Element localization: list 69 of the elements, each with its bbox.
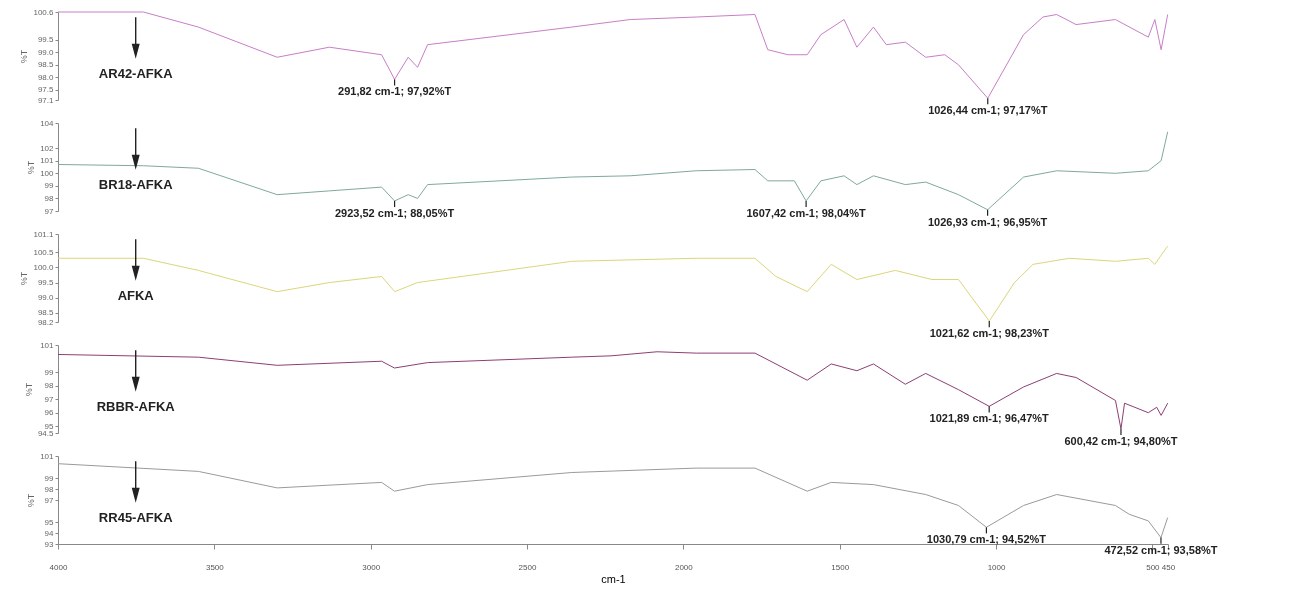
y-tick-label: 97	[44, 495, 55, 505]
annotation: 472,52 cm-1; 93,58%T	[1104, 543, 1218, 556]
y-tick-label: 100.0	[33, 262, 55, 272]
annotation: 1030,79 cm-1; 94,52%T	[926, 533, 1047, 546]
x-tick-label: 500	[1146, 562, 1161, 572]
y-tick-label: 101	[40, 156, 55, 166]
text: AFKA	[117, 287, 155, 303]
annotation: 600,42 cm-1; 94,80%T	[1064, 434, 1178, 447]
annotation: 1026,44 cm-1; 97,17%T	[928, 104, 1048, 117]
text: AR42-AFKA	[98, 65, 174, 81]
y-tick-label: 97.5	[37, 85, 55, 95]
x-axis-title: cm-1	[601, 572, 626, 585]
x-tick-label: 3000	[362, 562, 381, 572]
annotation: 1607,42 cm-1; 98,04%T	[746, 206, 866, 219]
y-tick-label: 99	[44, 367, 55, 377]
y-tick-label: 98	[44, 484, 55, 494]
y-axis-title: %T	[26, 493, 37, 508]
line-series	[57, 351, 1169, 430]
y-tick-label: 98.0	[37, 72, 55, 82]
y-tick-label: 102	[40, 143, 55, 153]
y-axis-title: %T	[19, 49, 30, 64]
y-tick-label: 104	[40, 118, 55, 128]
y-tick-label: 94.5	[37, 428, 55, 438]
y-tick-label: 97	[44, 206, 55, 216]
x-tick-label: 2500	[518, 562, 537, 572]
y-axis-title: %T	[19, 271, 30, 286]
annotation: 1021,62 cm-1; 98,23%T	[929, 327, 1050, 340]
y-tick-label: 97.1	[37, 95, 55, 105]
x-tick-label: 1500	[831, 562, 850, 572]
y-tick-label: 98	[44, 381, 55, 391]
line-series	[57, 11, 1169, 99]
x-tick-label: 4000	[49, 562, 68, 572]
line-series	[57, 245, 1169, 322]
annotation: 1026,93 cm-1; 96,95%T	[927, 215, 1048, 228]
y-tick-label: 99.0	[37, 47, 55, 57]
y-tick-label: 101	[40, 340, 55, 350]
x-tick-label: 1000	[987, 562, 1006, 572]
annotation: 1021,89 cm-1; 96,47%T	[929, 412, 1050, 425]
y-tick-label: 101.1	[33, 229, 55, 239]
y-tick-label: 98.5	[37, 308, 55, 318]
y-tick-label: 93	[44, 539, 55, 549]
annotation: 2923,52 cm-1; 88,05%T	[334, 206, 455, 219]
y-tick-label: 100.5	[33, 247, 55, 257]
text: RR45-AFKA	[98, 509, 174, 525]
y-tick-label: 98.2	[37, 317, 55, 327]
y-tick-label: 101	[40, 451, 55, 461]
y-tick-label: 96	[44, 408, 55, 418]
y-tick-label: 99	[44, 181, 55, 191]
series-label: BR18-AFKA	[98, 176, 174, 192]
x-tick-label: 2000	[674, 562, 694, 572]
y-tick-label: 99.5	[37, 278, 55, 288]
y-tick-label: 98.5	[37, 60, 55, 70]
y-tick-label: 95	[44, 517, 55, 527]
y-axis-title: %T	[23, 382, 34, 397]
y-tick-label: 100.6	[33, 7, 55, 17]
line-series	[57, 131, 1169, 211]
y-tick-label: 99.0	[37, 293, 55, 303]
y-tick-label: 95	[44, 421, 55, 431]
y-tick-label: 98	[44, 193, 55, 203]
x-tick-label: 450	[1161, 562, 1176, 572]
y-tick-label: 99.5	[37, 35, 55, 45]
y-tick-label: 94	[44, 528, 55, 538]
y-tick-label: 97	[44, 394, 55, 404]
y-axis-title: %T	[26, 160, 37, 175]
y-tick-label: 100	[40, 168, 55, 178]
x-tick-label: 3500	[205, 562, 225, 572]
y-tick-label: 99	[44, 473, 55, 483]
annotation: 291,82 cm-1; 97,92%T	[338, 85, 452, 98]
text: RBBR-AFKA	[96, 398, 176, 414]
